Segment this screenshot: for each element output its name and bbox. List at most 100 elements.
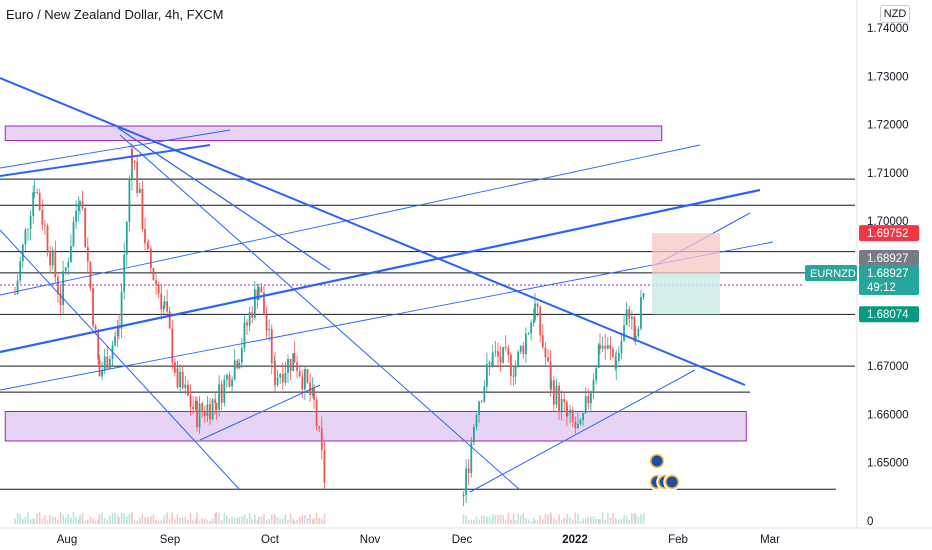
candle-body (473, 427, 475, 443)
candle-body (519, 345, 522, 352)
candle-body (163, 301, 166, 306)
volume-bar (243, 514, 246, 524)
candle-body (534, 303, 536, 320)
volume-bar (67, 514, 70, 524)
candle-body (64, 267, 67, 272)
symbol-tag: EURNZD (810, 268, 856, 280)
candle-body (478, 401, 480, 415)
volume-bar (590, 516, 592, 524)
candle-body (480, 401, 483, 403)
time-axis[interactable]: Aug Sep Oct Nov Dec 2022 Feb Mar (57, 534, 780, 546)
candle-body (634, 335, 637, 342)
candle-body (486, 363, 488, 387)
volume-bar (609, 517, 612, 524)
volume-bar (152, 514, 155, 524)
volume-bar (128, 513, 131, 524)
volume-bar (582, 518, 584, 524)
volume-bar (313, 517, 315, 524)
volume-bar (236, 518, 239, 524)
candle-body (507, 348, 510, 355)
event-icons[interactable] (648, 452, 681, 491)
candle-body (488, 362, 491, 364)
volume-bar (157, 520, 160, 524)
candle-body (201, 403, 204, 412)
candle-body (152, 268, 155, 281)
volume-bar (246, 518, 248, 524)
volume-bar (604, 519, 606, 524)
candle-body (630, 316, 633, 319)
candle-body (206, 404, 209, 417)
candle-body (77, 205, 80, 211)
candle-body (541, 335, 544, 348)
volume-bar (542, 519, 544, 524)
volume-bar (238, 517, 241, 524)
volume-bar (187, 519, 189, 524)
candle-body (147, 245, 150, 249)
candle-body (279, 374, 282, 378)
volume-bar (304, 515, 306, 524)
currency-button[interactable]: NZD (880, 5, 910, 23)
volume-bar (522, 512, 525, 524)
volume-bar (263, 513, 265, 524)
volume-bar (298, 516, 301, 524)
candle-body (214, 399, 217, 403)
candle-body (70, 245, 72, 263)
volume-bar (525, 517, 527, 524)
volume-bar (577, 513, 579, 524)
volume-bar (618, 519, 620, 524)
candle-body (166, 301, 168, 312)
candle-body (209, 404, 211, 420)
candle-body (571, 409, 574, 422)
trendline (0, 241, 774, 391)
price-tick: 1.65000 (867, 458, 909, 470)
candle-body (467, 468, 470, 474)
volume-bar (276, 516, 279, 524)
candle-body (637, 328, 640, 336)
candle-body (517, 351, 519, 367)
volume-bar (539, 515, 541, 524)
candle-body (475, 414, 478, 428)
candle-body (157, 284, 160, 294)
volume-bar (29, 519, 32, 524)
trendline (199, 384, 321, 441)
candle-body (313, 387, 315, 400)
candle-body (274, 361, 276, 386)
volume-bar (625, 515, 628, 524)
candle-body (51, 250, 54, 266)
volume-bar (81, 513, 84, 524)
volume-bar (184, 516, 187, 524)
candle-body (293, 353, 296, 363)
candle-body (552, 380, 555, 405)
candle-body (483, 386, 486, 402)
zone-rect (4, 411, 747, 442)
volume-bar (36, 514, 38, 524)
candle-body (315, 399, 318, 427)
candle-body (301, 376, 304, 390)
volume-bar (97, 520, 99, 524)
candle-body (194, 400, 197, 410)
volume-bar (38, 512, 41, 524)
candle-body (94, 325, 97, 330)
candle-body (547, 357, 549, 362)
candle-body (38, 192, 41, 211)
price-tick: 1.71000 (867, 168, 909, 180)
candle-body (550, 380, 553, 389)
volume-bar (57, 519, 59, 524)
volume-bar (279, 518, 281, 524)
volume-bar (126, 516, 128, 524)
trendlines-layer[interactable] (0, 77, 774, 493)
candle-body (179, 371, 181, 388)
volume-bar (504, 520, 507, 524)
candles-layer (14, 143, 645, 507)
volume-bar (46, 520, 49, 524)
volume-bar (494, 515, 497, 524)
candle-body (510, 354, 512, 376)
candle-body (499, 356, 502, 363)
candle-body (27, 228, 29, 230)
volume-bar (282, 518, 284, 524)
long-position-tool[interactable] (652, 233, 720, 315)
candle-body (84, 207, 87, 248)
volume-bar (196, 512, 198, 524)
candle-body (323, 450, 326, 483)
